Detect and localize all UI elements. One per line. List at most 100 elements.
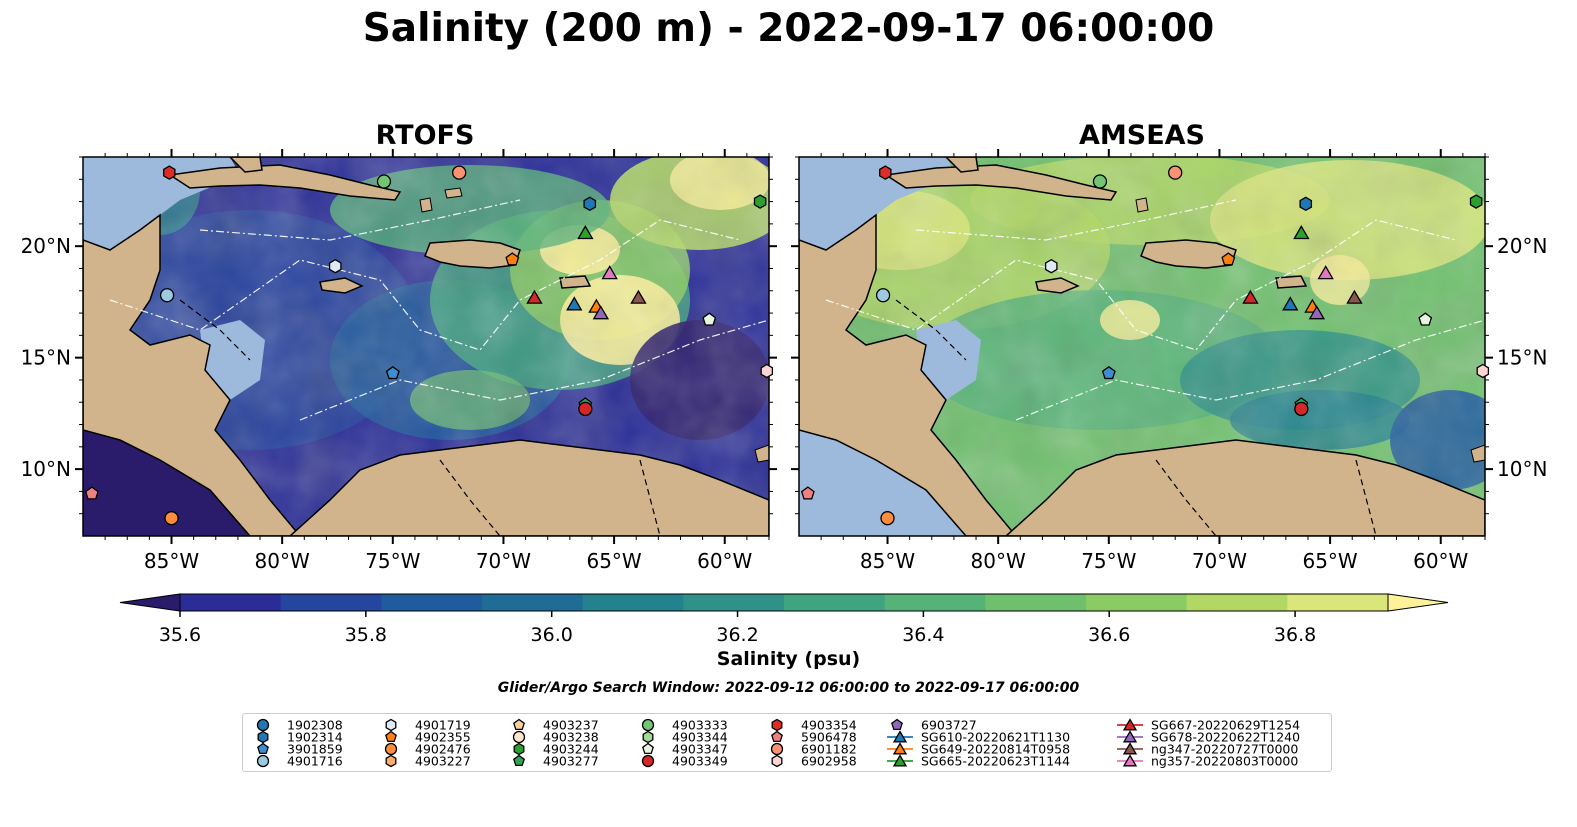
marker-5906478 xyxy=(800,486,815,500)
legend-marker xyxy=(1122,718,1138,731)
legend-label: 4903227 xyxy=(415,754,471,769)
marker-5906478 xyxy=(84,486,99,500)
lat-tick-label: 20°N xyxy=(21,234,71,258)
colorbar-segment xyxy=(985,594,1087,611)
map-axes-ticks: 85°W 80°W 75°W 70°W 65°W 60°W 20°N 15°N 10°N 85°W… xyxy=(21,149,1547,573)
colorbar-extend-high xyxy=(1387,593,1449,612)
legend-label: 4903244 xyxy=(543,742,599,757)
legend-marker xyxy=(512,730,526,744)
colorbar-tick-label: 36.8 xyxy=(1274,624,1316,646)
legend-label: 6903727 xyxy=(921,718,977,733)
colorbar-tick-label: 36.0 xyxy=(531,624,573,646)
marker-SG665-20220623T1144 xyxy=(577,225,594,240)
legend-marker xyxy=(642,742,654,755)
marker-4902476 xyxy=(164,511,179,526)
legend-label: SG610-20220621T1130 xyxy=(921,730,1070,745)
legend-label: 4902355 xyxy=(415,730,471,745)
legend-label: 4903333 xyxy=(672,718,728,733)
legend-label: 4903237 xyxy=(543,718,599,733)
marker-ng357-20220803T0000 xyxy=(1317,265,1334,280)
legend-label: 4903277 xyxy=(543,754,599,769)
figure-title: Salinity (200 m) - 2022-09-17 06:00:00 xyxy=(362,6,1215,51)
colorbar-segment xyxy=(381,594,483,611)
map-panels: 85°W 80°W 75°W 70°W 65°W 60°W 20°N 15°N 10°N 85°W… xyxy=(21,149,1547,573)
colorbar-segment xyxy=(683,594,785,611)
lat-tick-label: 15°N xyxy=(1497,346,1547,370)
legend-marker xyxy=(257,730,269,744)
colorbar-tick-label: 36.2 xyxy=(716,624,758,646)
colorbar-segment xyxy=(482,594,584,611)
marker-SG667-20220629T1254 xyxy=(1242,289,1259,304)
legend-marker xyxy=(641,718,655,732)
platform-markers xyxy=(84,165,1490,526)
legend-label: 4901716 xyxy=(287,754,343,769)
legend-marker xyxy=(513,742,525,756)
legend-label: SG667-20220629T1254 xyxy=(1151,718,1300,733)
colorbar-tick-label: 36.6 xyxy=(1088,624,1130,646)
legend-label: ng357-20220803T0000 xyxy=(1151,754,1298,769)
lon-tick-label: 70°W xyxy=(476,549,531,573)
panel-title-amseas: AMSEAS xyxy=(1079,120,1205,151)
marker-4903354 xyxy=(879,165,892,180)
marker-ng347-20220727T0000 xyxy=(1346,289,1363,304)
map-rtofs xyxy=(83,157,769,536)
colorbar-frame xyxy=(179,593,1389,612)
legend-label: 4903344 xyxy=(672,730,728,745)
legend-label: ng347-20220727T0000 xyxy=(1151,742,1298,757)
marker-4903333 xyxy=(376,174,392,189)
marker-4903347 xyxy=(1418,312,1433,326)
lat-tick-label: 20°N xyxy=(1497,234,1547,258)
legend-marker xyxy=(385,718,397,732)
lon-tick-label: 85°W xyxy=(144,549,199,573)
marker-6901182 xyxy=(452,165,467,180)
lon-tick-label: 75°W xyxy=(1081,549,1136,573)
legend-marker xyxy=(771,718,783,732)
legend-label: SG678-20220622T1240 xyxy=(1151,730,1300,745)
marker-SG610-20220621T1130 xyxy=(566,296,583,311)
colorbar-tick-label: 36.4 xyxy=(902,624,944,646)
legend-marker xyxy=(892,730,908,743)
marker-SG678-20220622T1240 xyxy=(592,305,610,320)
legend-marker xyxy=(385,754,397,768)
legend-marker xyxy=(513,718,525,731)
legend-label: 3901859 xyxy=(287,742,343,757)
lon-tick-label: 65°W xyxy=(1302,549,1357,573)
colorbar-segment xyxy=(1186,594,1288,611)
legend-label: 4903349 xyxy=(672,754,728,769)
legend-label: 4903347 xyxy=(672,742,728,757)
legend-marker xyxy=(641,754,655,768)
marker-4903347 xyxy=(702,312,717,326)
marker-4902476 xyxy=(880,511,895,526)
legend-marker xyxy=(384,742,398,756)
marker-4902355 xyxy=(505,252,520,266)
legend-marker xyxy=(892,754,908,767)
legend-marker xyxy=(1122,754,1138,767)
marker-SG678-20220622T1240 xyxy=(1308,305,1326,320)
marker-SG665-20220623T1144 xyxy=(1293,225,1310,240)
marker-6902958 xyxy=(760,363,774,379)
marker-4903244 xyxy=(753,194,767,209)
legend-label: 6902958 xyxy=(801,754,857,769)
colorbar-segment xyxy=(1086,594,1188,611)
marker-4903354 xyxy=(163,165,176,180)
legend-marker xyxy=(257,742,269,755)
colorbar-segment xyxy=(180,594,282,611)
marker-4902355 xyxy=(1221,252,1236,266)
legend-label: 4903238 xyxy=(543,730,599,745)
lat-tick-label: 10°N xyxy=(21,457,71,481)
lon-tick-label: 80°W xyxy=(971,549,1026,573)
legend-marker xyxy=(891,718,903,731)
colorbar-label: Salinity (psu) xyxy=(716,648,861,670)
colorbar-segment xyxy=(280,594,382,611)
colorbar-segment xyxy=(582,594,684,611)
legend-marker xyxy=(385,730,397,743)
colorbar-segment xyxy=(784,594,886,611)
legend-marker xyxy=(256,718,270,732)
marker-4901716 xyxy=(159,288,175,303)
marker-SG667-20220629T1254 xyxy=(526,289,543,304)
lon-tick-label: 60°W xyxy=(1413,549,1468,573)
legend-label: 5906478 xyxy=(801,730,857,745)
legend-marker xyxy=(256,754,270,768)
lon-tick-label: 80°W xyxy=(255,549,310,573)
